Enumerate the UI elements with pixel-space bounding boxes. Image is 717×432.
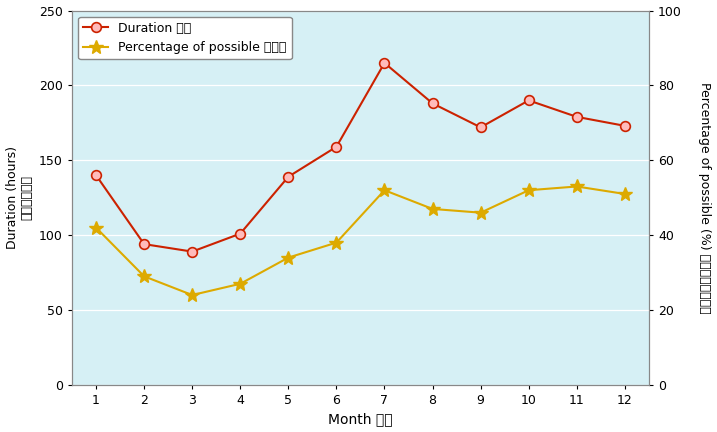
Percentage of possible 百分比 — [140, 274, 148, 279]
Duration 時間 — [188, 249, 196, 254]
Duration 時間 — [524, 98, 533, 103]
Duration 時間 — [92, 173, 100, 178]
Percentage of possible 百分比 — [380, 187, 389, 193]
Duration 時間 — [572, 114, 581, 120]
Duration 時間 — [140, 241, 148, 247]
Duration 時間 — [428, 101, 437, 106]
Duration 時間 — [236, 231, 244, 236]
Duration 時間 — [380, 60, 389, 66]
X-axis label: Month 月份: Month 月份 — [328, 413, 393, 426]
Percentage of possible 百分比 — [188, 292, 196, 298]
Percentage of possible 百分比 — [284, 255, 293, 260]
Duration 時間 — [476, 125, 485, 130]
Y-axis label: Percentage of possible (%) 日照百分比（％）: Percentage of possible (%) 日照百分比（％） — [698, 82, 711, 314]
Duration 時間 — [620, 123, 629, 128]
Percentage of possible 百分比 — [92, 225, 100, 230]
Line: Duration 時間: Duration 時間 — [91, 58, 630, 257]
Percentage of possible 百分比 — [572, 184, 581, 189]
Duration 時間 — [284, 174, 293, 179]
Percentage of possible 百分比 — [236, 281, 244, 286]
Percentage of possible 百分比 — [620, 191, 629, 197]
Y-axis label: Duration (hours)
時間（小時）: Duration (hours) 時間（小時） — [6, 146, 34, 249]
Percentage of possible 百分比 — [332, 240, 341, 245]
Duration 時間 — [332, 144, 341, 149]
Legend: Duration 時間, Percentage of possible 百分比: Duration 時間, Percentage of possible 百分比 — [78, 17, 292, 59]
Percentage of possible 百分比 — [524, 187, 533, 193]
Percentage of possible 百分比 — [476, 210, 485, 215]
Line: Percentage of possible 百分比: Percentage of possible 百分比 — [89, 180, 632, 302]
Percentage of possible 百分比 — [428, 206, 437, 212]
